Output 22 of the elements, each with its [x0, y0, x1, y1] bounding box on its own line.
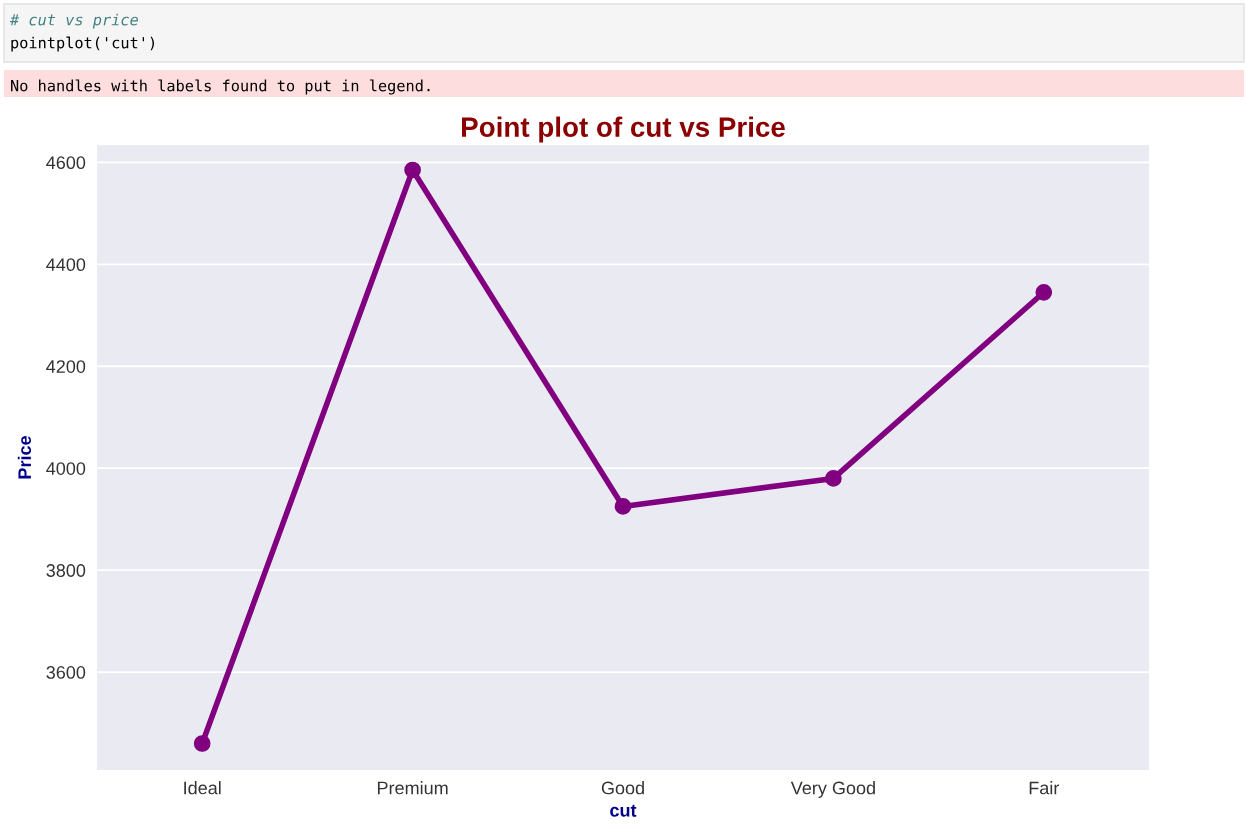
x-tick-label: Fair: [1029, 781, 1060, 795]
x-tick-label: Good: [601, 781, 644, 795]
text: No handles with labels found to put in legend.: [11, 79, 430, 95]
x-tick-label: Premium: [377, 781, 448, 795]
y-tick-label: 4400: [46, 258, 86, 272]
y-tick-label: 3800: [46, 564, 86, 577]
y-tick-label: 3600: [46, 666, 86, 679]
x-axis-title: cut: [610, 804, 637, 817]
y-tick-label: 4600: [46, 156, 86, 170]
y-tick-label: 4200: [46, 360, 86, 373]
text: # cut vs price: [9, 13, 138, 29]
point: [193, 735, 211, 752]
x-tick-label: Very Good: [790, 781, 875, 798]
text: pointplot('cut'): [11, 36, 154, 52]
point: [1035, 283, 1053, 301]
point: [404, 161, 421, 179]
x-tick-label: Ideal: [184, 781, 221, 795]
chart-title: Point plot of cut vs Price: [462, 116, 785, 143]
point: [825, 470, 842, 487]
y-tick-label: 4000: [46, 462, 86, 475]
y-axis-title: Price: [17, 436, 32, 479]
point: [614, 498, 632, 515]
